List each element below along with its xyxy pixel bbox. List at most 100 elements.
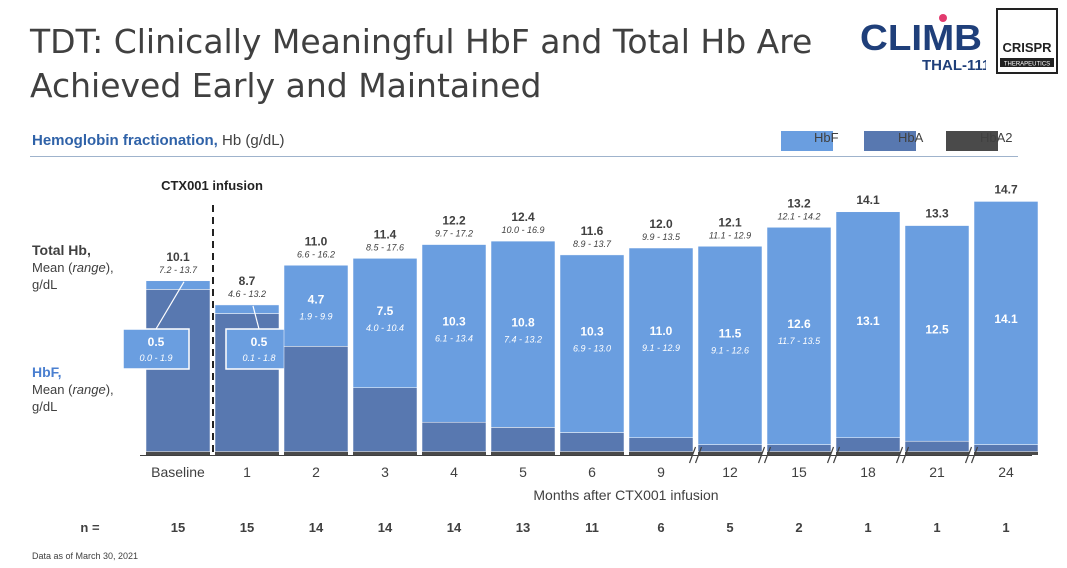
- hbf-mean-range: Mean (range),: [32, 382, 114, 397]
- x-tick-label: 12: [722, 464, 738, 480]
- climb-logo-text: CLIMB: [860, 17, 982, 58]
- bar-hbf: [904, 225, 970, 442]
- x-tick-label: 21: [929, 464, 945, 480]
- bar-hbf: [421, 244, 487, 423]
- bar-hba2: [491, 451, 555, 455]
- bar-hbf: [697, 246, 763, 445]
- hbf-value: 0.5: [148, 335, 165, 349]
- total-hb-label: Total Hb, Mean (range), g/dL: [32, 242, 114, 293]
- bar-hbf: [628, 247, 694, 438]
- hbf-value: 10.3: [580, 325, 604, 339]
- n-value: 6: [657, 520, 664, 535]
- hbf-range: 7.4 - 13.2: [504, 334, 542, 344]
- total-hb-value: 10.1: [166, 250, 190, 264]
- legend-label-hbf: HbF: [814, 130, 839, 145]
- x-axis-title: Months after CTX001 infusion: [533, 487, 718, 503]
- total-hb-value: 12.4: [511, 210, 535, 224]
- axis-break-mark: [895, 446, 904, 464]
- bar-hba2: [146, 451, 210, 455]
- axis-break-mark: [757, 446, 766, 464]
- total-hb-range: 6.6 - 16.2: [297, 249, 335, 259]
- x-tick-label: 15: [791, 464, 807, 480]
- hbf-range: 0.1 - 1.8: [242, 353, 275, 363]
- hbf-range: 6.1 - 13.4: [435, 333, 473, 343]
- n-value: 2: [795, 520, 802, 535]
- x-tick-label: 18: [860, 464, 876, 480]
- hbf-value: 11.5: [719, 326, 742, 340]
- bar-hba: [835, 437, 901, 452]
- total-hb-value: 13.2: [787, 196, 811, 210]
- bar-hbf: [973, 201, 1039, 445]
- n-label: n =: [80, 520, 100, 535]
- chart-subtitle: Hemoglobin fractionation, Hb (g/dL): [32, 132, 285, 149]
- bar-hbf: [559, 254, 625, 433]
- hbf-range: 0.0 - 1.9: [139, 353, 172, 363]
- n-value: 14: [309, 520, 324, 535]
- x-tick-label: 6: [588, 464, 596, 480]
- hbf-value: 10.3: [442, 314, 466, 328]
- crispr-logo-subtext: THERAPEUTICS: [1004, 62, 1050, 68]
- subtitle-unit: Hb (g/dL): [217, 132, 285, 149]
- hbf-callout-leader: [155, 281, 185, 330]
- total-hb-value: 12.2: [442, 214, 466, 228]
- total-hb-value: 14.7: [994, 182, 1018, 196]
- hbf-value: 4.7: [308, 292, 325, 306]
- bar-hba: [973, 444, 1039, 452]
- axis-break-mark: [901, 446, 910, 464]
- hbf-callout-box: [122, 328, 190, 370]
- hbf-callout-box: [225, 328, 293, 370]
- hbf-label: HbF, Mean (range), g/dL: [32, 364, 114, 415]
- total-hb-value: 11.0: [305, 234, 328, 248]
- total-hb-value: 12.0: [649, 217, 673, 231]
- total-hb-range: 11.1 - 12.9: [709, 230, 751, 240]
- bar-hba: [145, 289, 211, 452]
- legend-label-hba: HbA: [898, 130, 924, 145]
- hbf-range: 9.1 - 12.6: [711, 345, 749, 355]
- infusion-label: CTX001 infusion: [161, 178, 263, 193]
- hbf-unit: g/dL: [32, 399, 58, 414]
- n-value: 14: [378, 520, 393, 535]
- n-value: 1: [1002, 520, 1009, 535]
- hbf-value: 13.1: [856, 314, 880, 328]
- bar-hba2: [905, 451, 969, 455]
- total-hb-range: 10.0 - 16.9: [501, 225, 544, 235]
- total-hb-range: 9.9 - 13.5: [642, 232, 681, 242]
- total-hb-value: 14.1: [856, 193, 880, 207]
- hbf-range: 9.1 - 12.9: [642, 343, 680, 353]
- bar-hbf: [283, 265, 349, 347]
- hbf-callout-leader: [252, 305, 260, 330]
- n-value: 5: [726, 520, 733, 535]
- total-hb-unit: g/dL: [32, 277, 58, 292]
- total-hb-value: 13.3: [925, 207, 949, 221]
- total-hb-mean-range: Mean (range),: [32, 260, 114, 275]
- bar-hba: [904, 440, 970, 452]
- bar-hba2: [974, 451, 1038, 455]
- hbf-range: 4.0 - 10.4: [366, 323, 404, 333]
- bar-hbf: [214, 304, 280, 314]
- hbf-range: 11.7 - 13.5: [778, 336, 821, 346]
- total-hb-value: 11.6: [581, 224, 604, 238]
- bar-hbf: [352, 258, 418, 388]
- subtitle-lead: Hemoglobin fractionation,: [32, 132, 218, 149]
- axis-break-mark: [763, 446, 772, 464]
- hbf-value: 10.8: [511, 315, 535, 329]
- x-tick-label: 2: [312, 464, 320, 480]
- slide-title: TDT: Clinically Meaningful HbF and Total…: [30, 22, 813, 105]
- bar-hbf: [145, 280, 211, 290]
- bar-hba2: [422, 451, 486, 455]
- x-tick-label: 24: [998, 464, 1014, 480]
- crispr-logo: CRISPR THERAPEUTICS: [996, 8, 1058, 74]
- bar-hba2: [629, 451, 693, 455]
- n-value: 1: [933, 520, 940, 535]
- hbf-value: 11.0: [650, 324, 673, 338]
- bar-hba: [766, 444, 832, 452]
- x-tick-label: 5: [519, 464, 527, 480]
- crispr-logo-text: CRISPR: [1002, 40, 1052, 55]
- subtitle-rule: [30, 156, 1018, 157]
- bar-hba2: [284, 451, 348, 455]
- bar-hba2: [560, 451, 624, 455]
- axis-break-mark: [964, 446, 973, 464]
- total-hb-title: Total Hb,: [32, 242, 91, 258]
- total-hb-range: 4.6 - 13.2: [228, 289, 266, 299]
